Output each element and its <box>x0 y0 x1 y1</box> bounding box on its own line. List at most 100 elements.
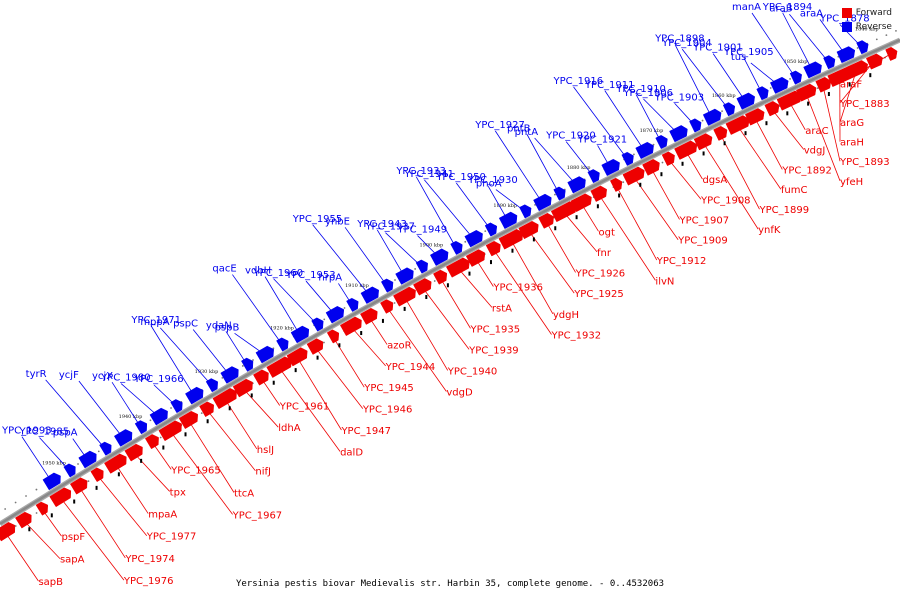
reverse-gene-ycjF <box>113 429 133 447</box>
reverse-gene-label: YPC_1905 <box>723 47 774 58</box>
tick-dot <box>343 307 346 309</box>
tick-mark <box>117 472 120 477</box>
reverse-gene-label: mppA <box>140 317 169 328</box>
tick-dot <box>35 488 38 491</box>
tick-mark <box>228 406 231 411</box>
reverse-gene-label: YPC_1906 <box>622 88 673 99</box>
reverse-leader <box>151 326 195 396</box>
reverse-leader <box>751 12 796 78</box>
forward-leader <box>187 419 235 493</box>
kbp-label: 1950 kbp <box>42 461 66 467</box>
tick-mark <box>162 445 165 450</box>
kbp-label: 1840 kbp <box>855 27 879 33</box>
reverse-gene-label: YPC_1927 <box>474 120 525 131</box>
reverse-leader <box>417 235 440 258</box>
reverse-gene-ydaN <box>241 357 254 372</box>
reverse-gene-label: tus <box>731 52 746 63</box>
reverse-gene-label: pspC <box>173 319 198 330</box>
tick-dot <box>87 480 90 482</box>
tick-mark <box>681 161 684 166</box>
forward-gene-label: sapB <box>38 577 63 588</box>
reverse-gene-label: hrpA <box>318 272 342 283</box>
forward-gene-label: araH <box>840 138 864 149</box>
forward-leader <box>78 485 126 559</box>
forward-leader <box>702 141 759 230</box>
tick-mark <box>403 306 406 311</box>
reverse-gene-label: YPC_1904 <box>661 38 712 49</box>
reverse-leader <box>604 90 645 151</box>
reverse-gene-label: ydaN <box>206 320 232 331</box>
reverse-leader <box>385 232 422 267</box>
reverse-gene-vdbH <box>290 325 310 344</box>
reverse-leader <box>232 274 283 345</box>
tick-dot <box>875 38 878 41</box>
tick-dot <box>25 495 27 497</box>
reverse-leader <box>681 48 729 110</box>
reverse-gene-YPC_1943 <box>395 267 414 285</box>
forward-gene-label: dgsA <box>702 175 727 186</box>
reverse-leader <box>225 331 248 365</box>
forward-leader <box>492 248 552 335</box>
kbp-label: 1900 kbp <box>420 242 444 248</box>
forward-gene-label: YPC_1932 <box>551 330 602 341</box>
reverse-gene-label: YPC_1901 <box>692 43 743 54</box>
reverse-gene-araA <box>836 46 856 64</box>
forward-leader <box>224 398 258 450</box>
reverse-gene-label: araA <box>800 8 823 19</box>
tick-mark <box>73 499 76 504</box>
reverse-gene-label: YPC_1911 <box>584 80 635 91</box>
reverse-leader <box>534 137 577 186</box>
reverse-leader <box>153 384 177 407</box>
forward-leader <box>22 519 61 559</box>
forward-leader <box>350 326 386 367</box>
forward-leader <box>474 257 494 287</box>
reverse-leader <box>635 94 662 143</box>
kbp-label: 1860 kbp <box>712 93 736 99</box>
reverse-leader <box>72 438 88 460</box>
forward-leader <box>684 149 703 180</box>
forward-gene-label: YPC_1965 <box>170 465 221 476</box>
reverse-gene-label: YPC_1993 <box>1 426 52 437</box>
reverse-gene-label: YPC_1920 <box>545 131 596 142</box>
reverse-gene-label: YPC_1953 <box>285 270 336 281</box>
reverse-gene-YPC_1930 <box>498 211 518 230</box>
forward-gene-label: rstA <box>492 303 512 314</box>
tick-mark <box>532 237 535 242</box>
reverse-leader <box>312 224 370 296</box>
reverse-gene-YPC_1955 <box>360 286 379 304</box>
forward-leader <box>296 356 342 431</box>
forward-leader <box>805 92 841 181</box>
tick-mark <box>786 111 789 116</box>
forward-leader <box>332 336 365 388</box>
forward-gene-label: YPC_1899 <box>759 205 810 216</box>
forward-gene-label: araG <box>840 118 864 129</box>
tick-mark <box>744 131 747 136</box>
forward-gene-label: YPC_1944 <box>385 362 436 373</box>
reverse-gene-label: YPC_1980 <box>100 373 151 384</box>
tick-mark <box>511 248 514 253</box>
reverse-gene-YPC_1993 <box>42 472 61 491</box>
forward-gene-label: YPC_1926 <box>575 268 626 279</box>
forward-gene-label: YPC_1883 <box>839 99 890 110</box>
forward-gene-label: YPC_1908 <box>700 195 751 206</box>
forward-leader <box>650 167 680 220</box>
tick-mark <box>869 73 872 78</box>
forward-leader <box>278 366 341 452</box>
reverse-leader <box>21 436 52 482</box>
legend-reverse: Reverse <box>841 22 892 32</box>
forward-gene-label: tpx <box>170 487 186 498</box>
reverse-leader <box>344 227 388 286</box>
forward-gene-label: YPC_1974 <box>124 554 175 565</box>
forward-gene-label: YPC_1935 <box>469 324 520 335</box>
reverse-swatch <box>841 22 852 32</box>
forward-gene-label: ynfK <box>758 225 781 236</box>
legend: Forward Reverse <box>841 8 892 36</box>
forward-gene-label: pspF <box>61 532 85 543</box>
tick-dot <box>554 193 556 196</box>
forward-gene-label: YPC_1977 <box>146 532 197 543</box>
reverse-gene-label: YPC_1949 <box>397 225 448 236</box>
reverse-gene-pspB <box>255 345 274 364</box>
tick-mark <box>50 513 53 518</box>
forward-leader <box>421 286 470 350</box>
tick-dot <box>633 153 635 156</box>
